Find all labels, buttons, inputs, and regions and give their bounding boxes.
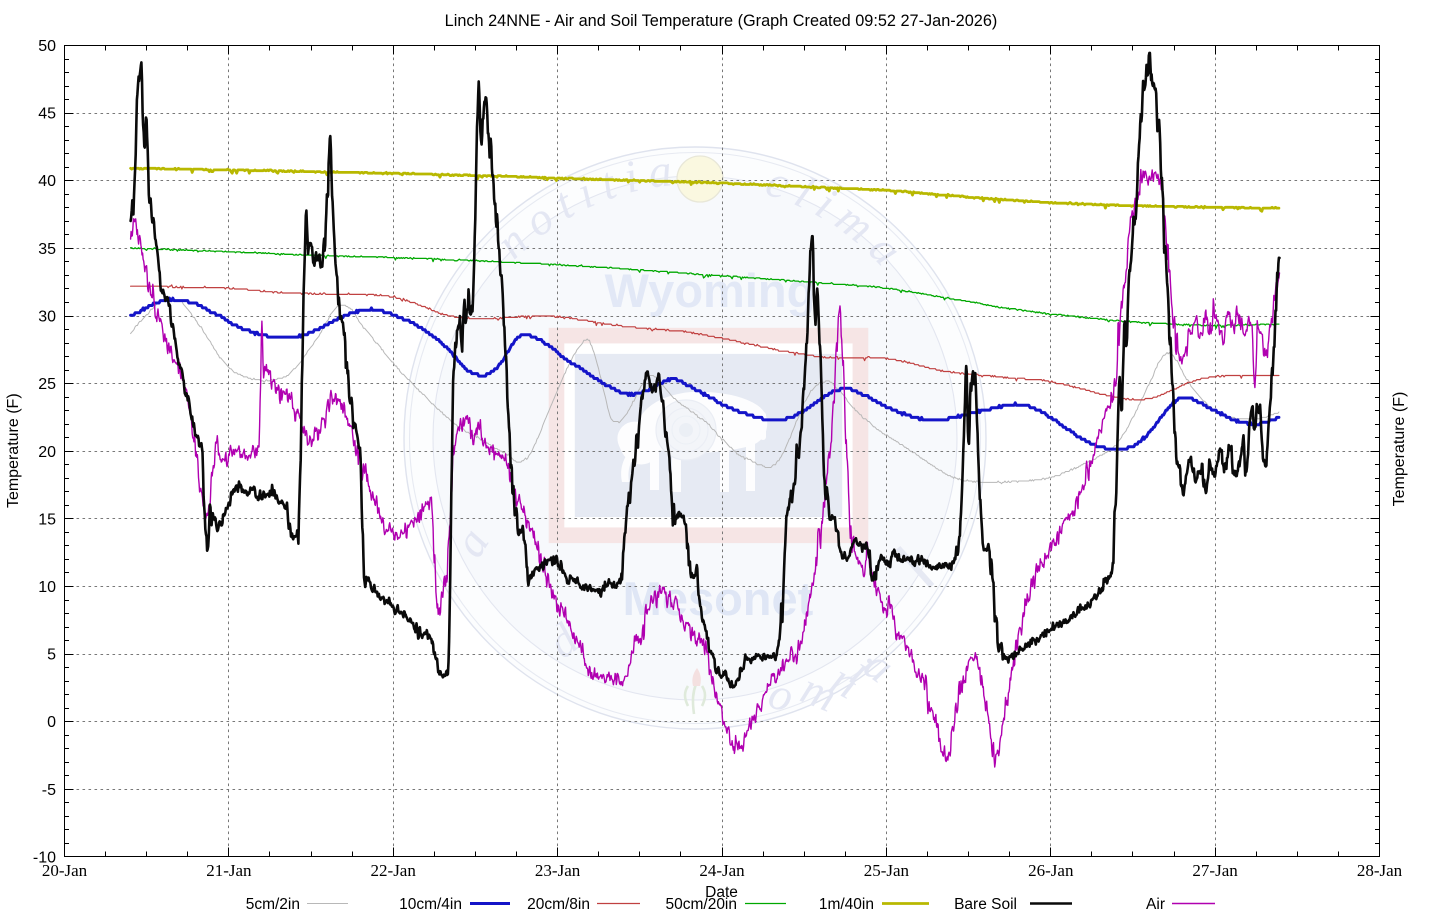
svg-text:5: 5 (47, 647, 56, 664)
svg-text:40: 40 (38, 173, 56, 190)
svg-text:20: 20 (38, 444, 56, 461)
svg-text:50: 50 (38, 38, 56, 55)
svg-text:24-Jan: 24-Jan (699, 861, 745, 880)
svg-text:Linch 24NNE - Air and Soil Tem: Linch 24NNE - Air and Soil Temperature (… (445, 12, 998, 30)
svg-text:Temperature (F): Temperature (F) (5, 393, 22, 508)
svg-text:25-Jan: 25-Jan (864, 861, 910, 880)
svg-text:5cm/2in: 5cm/2in (246, 896, 300, 913)
svg-text:Bare Soil: Bare Soil (954, 896, 1017, 913)
svg-text:25: 25 (38, 376, 56, 393)
svg-text:Wyoming: Wyoming (605, 264, 816, 317)
svg-text:50cm/20in: 50cm/20in (665, 896, 737, 913)
svg-text:45: 45 (38, 106, 56, 123)
svg-text:35: 35 (38, 241, 56, 258)
svg-text:28-Jan: 28-Jan (1357, 861, 1403, 880)
svg-text:21-Jan: 21-Jan (206, 861, 252, 880)
svg-text:23-Jan: 23-Jan (535, 861, 581, 880)
svg-text:Date: Date (705, 884, 738, 901)
svg-text:Temperature (F): Temperature (F) (1391, 392, 1408, 507)
svg-text:10cm/4in: 10cm/4in (399, 896, 462, 913)
svg-text:30: 30 (38, 309, 56, 326)
svg-text:Air: Air (1146, 896, 1165, 913)
svg-text:1m/40in: 1m/40in (819, 896, 874, 913)
svg-text:15: 15 (38, 511, 56, 528)
svg-text:0: 0 (47, 714, 56, 731)
svg-text:10: 10 (38, 579, 56, 596)
svg-text:20-Jan: 20-Jan (42, 861, 88, 880)
svg-text:22-Jan: 22-Jan (371, 861, 417, 880)
svg-text:26-Jan: 26-Jan (1028, 861, 1074, 880)
svg-text:-10: -10 (33, 850, 56, 867)
svg-text:27-Jan: 27-Jan (1192, 861, 1238, 880)
svg-text:20cm/8in: 20cm/8in (527, 896, 590, 913)
svg-text:-5: -5 (42, 782, 56, 799)
